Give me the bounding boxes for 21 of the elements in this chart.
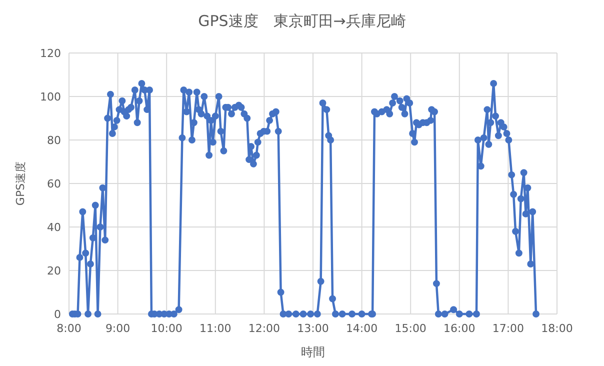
x-tick-label: 15:00 (394, 322, 426, 335)
x-axis-title: 時間 (301, 345, 325, 359)
x-tick-label: 14:00 (346, 322, 378, 335)
y-tick-label: 60 (47, 177, 61, 190)
x-tick-label: 11:00 (200, 322, 232, 335)
x-tick-label: 18:00 (541, 322, 573, 335)
y-tick-label: 20 (47, 264, 61, 278)
x-tick-label: 8:00 (56, 322, 82, 335)
y-tick-label: 100 (40, 90, 61, 104)
x-tick-label: 12:00 (248, 322, 280, 335)
y-tick-label: 40 (47, 220, 61, 234)
y-tick-label: 0 (54, 308, 61, 321)
x-tick-label: 16:00 (444, 322, 476, 335)
x-tick-label: 13:00 (297, 322, 329, 335)
chart-title: GPS速度 東京町田→兵庫尼崎 (198, 12, 406, 30)
x-tick-label: 17:00 (492, 322, 524, 335)
y-tick-label: 120 (40, 46, 61, 60)
y-axis-title: GPS速度 (14, 161, 27, 206)
x-tick-label: 10:00 (150, 322, 182, 335)
y-tick-label: 80 (47, 134, 61, 147)
x-tick-label: 9:00 (105, 322, 130, 335)
